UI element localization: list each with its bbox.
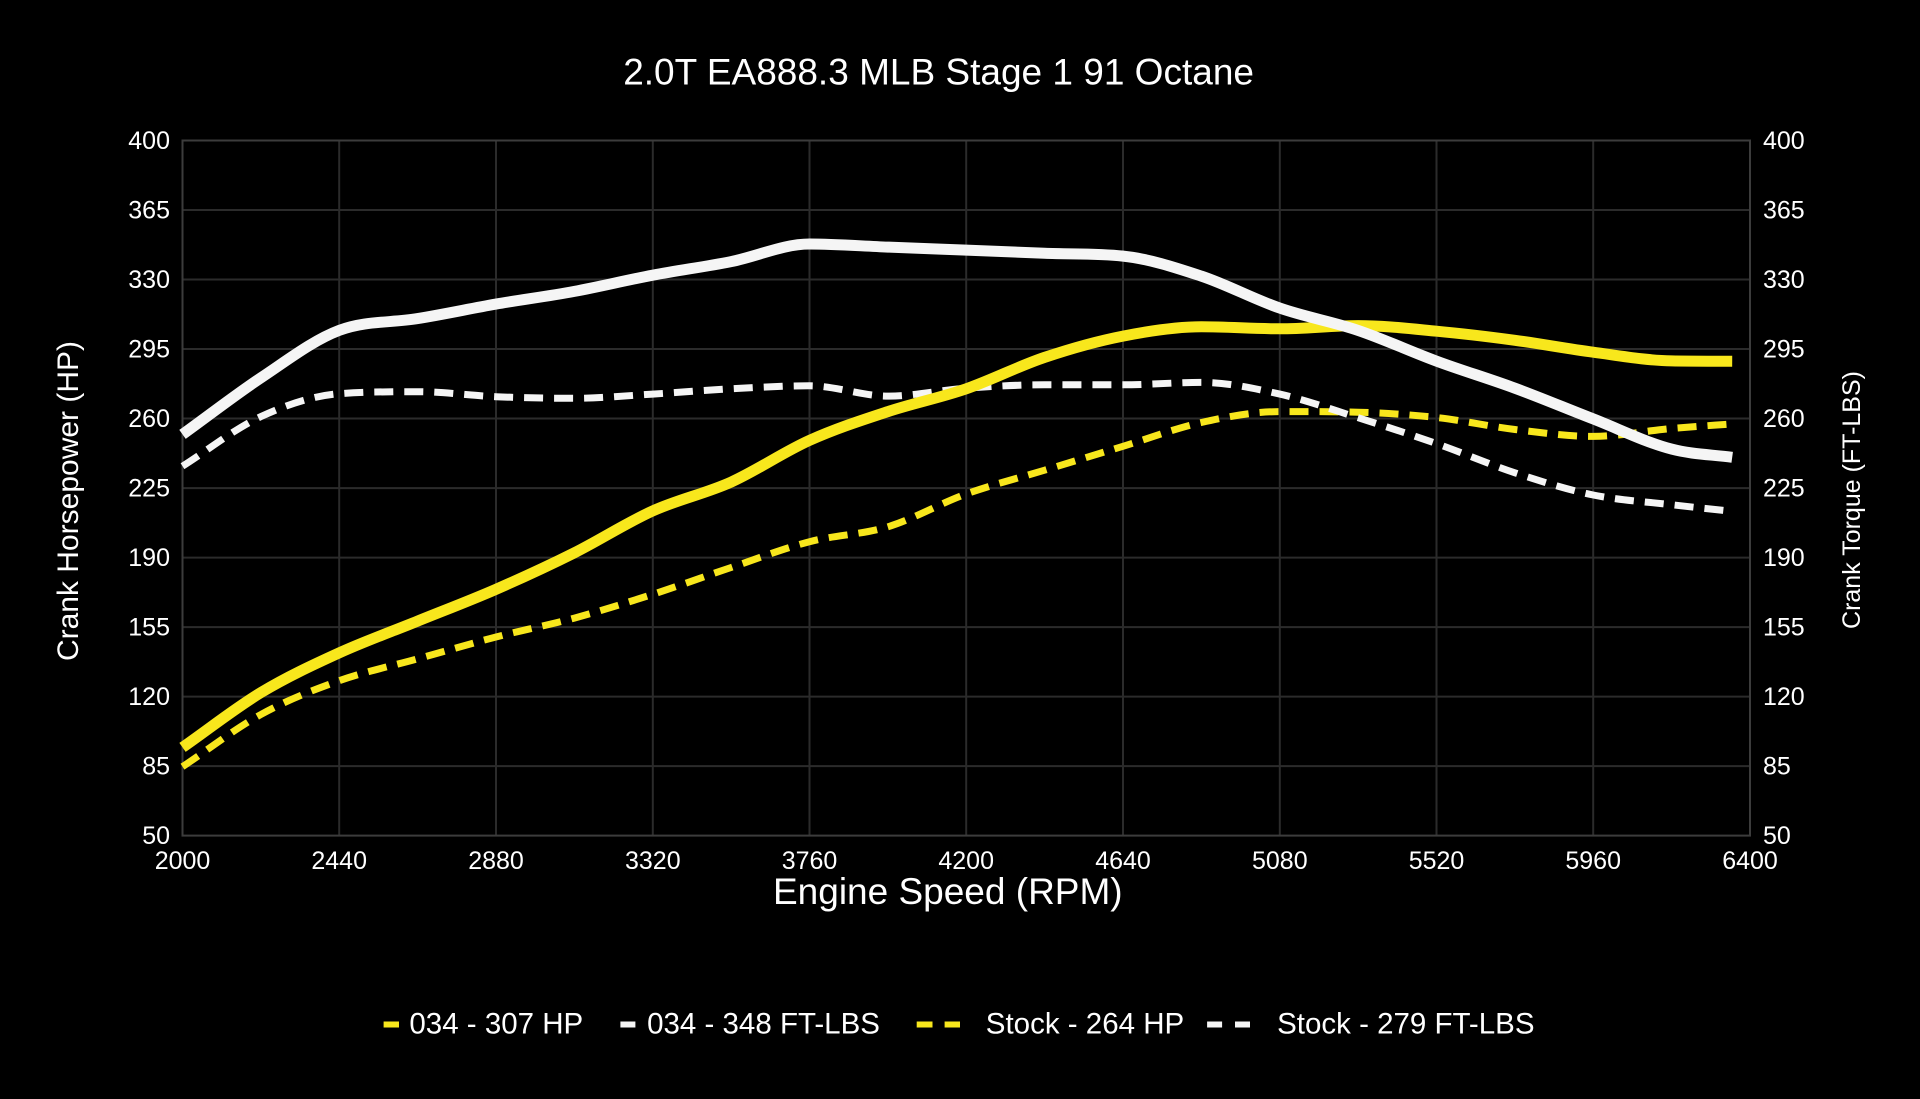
svg-text:85: 85: [1763, 753, 1791, 781]
svg-text:155: 155: [128, 614, 170, 642]
svg-text:2440: 2440: [311, 847, 367, 875]
svg-text:50: 50: [1763, 822, 1791, 850]
svg-text:155: 155: [1763, 614, 1805, 642]
svg-text:85: 85: [142, 753, 170, 781]
svg-text:4200: 4200: [938, 847, 994, 875]
svg-text:190: 190: [1763, 544, 1805, 572]
svg-text:260: 260: [128, 405, 170, 433]
svg-text:Stock - 264 HP: Stock - 264 HP: [986, 1007, 1184, 1040]
svg-text:330: 330: [1763, 266, 1805, 294]
svg-text:Crank Torque (FT-LBS): Crank Torque (FT-LBS): [1838, 371, 1866, 629]
svg-text:260: 260: [1763, 405, 1805, 433]
svg-text:5520: 5520: [1409, 847, 1465, 875]
svg-text:3320: 3320: [625, 847, 681, 875]
svg-text:6400: 6400: [1722, 847, 1778, 875]
svg-text:034 - 348 FT-LBS: 034 - 348 FT-LBS: [647, 1007, 880, 1040]
svg-text:365: 365: [1763, 197, 1805, 225]
svg-text:2000: 2000: [155, 847, 211, 875]
svg-text:4640: 4640: [1095, 847, 1151, 875]
svg-text:330: 330: [128, 266, 170, 294]
svg-text:365: 365: [128, 197, 170, 225]
svg-text:400: 400: [1763, 127, 1805, 155]
svg-text:50: 50: [142, 822, 170, 850]
svg-text:120: 120: [128, 683, 170, 711]
svg-text:Stock - 279 FT-LBS: Stock - 279 FT-LBS: [1277, 1007, 1534, 1040]
svg-text:2.0T EA888.3 MLB Stage 1 91 Oc: 2.0T EA888.3 MLB Stage 1 91 Octane: [623, 52, 1254, 93]
svg-text:5960: 5960: [1565, 847, 1621, 875]
svg-text:Crank Horsepower (HP): Crank Horsepower (HP): [52, 341, 85, 661]
svg-text:Engine Speed (RPM): Engine Speed (RPM): [773, 871, 1123, 912]
svg-text:2880: 2880: [468, 847, 524, 875]
svg-text:225: 225: [1763, 475, 1805, 503]
svg-text:225: 225: [128, 475, 170, 503]
svg-text:295: 295: [128, 336, 170, 364]
svg-text:190: 190: [128, 544, 170, 572]
svg-text:120: 120: [1763, 683, 1805, 711]
svg-text:5080: 5080: [1252, 847, 1308, 875]
svg-text:3760: 3760: [782, 847, 838, 875]
svg-text:034 - 307 HP: 034 - 307 HP: [409, 1007, 583, 1040]
svg-text:295: 295: [1763, 336, 1805, 364]
svg-text:400: 400: [128, 127, 170, 155]
